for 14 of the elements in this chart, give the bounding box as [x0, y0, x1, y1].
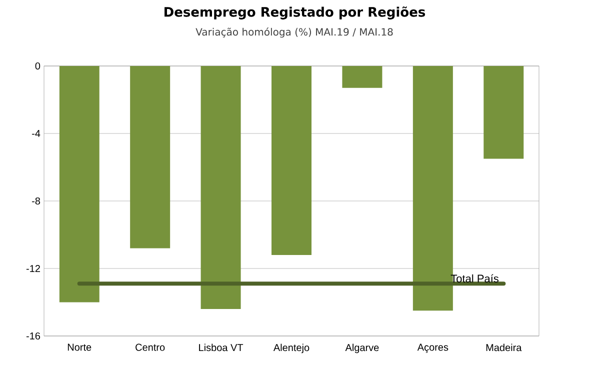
- x-tick-label: Norte: [68, 344, 92, 351]
- x-tick-label: Centro: [136, 344, 165, 351]
- chart-subtitle: Variação homóloga (%) MAI.19 / MAI.18: [196, 28, 393, 38]
- x-tick-label: Alentejo: [273, 344, 310, 354]
- x-tick-label: Madeira: [486, 344, 522, 352]
- chart-title: Desemprego Registado por Regiões: [164, 6, 426, 20]
- x-tick-label: Algarve: [345, 344, 379, 354]
- y-tick-label: -12: [26, 265, 40, 272]
- y-tick-label: -16: [26, 332, 40, 340]
- y-tick-label: -8: [32, 197, 40, 205]
- y-tick-label: 0: [35, 62, 40, 70]
- y-tick-label: -4: [32, 130, 40, 137]
- x-tick-label: Lisboa VT: [199, 344, 244, 352]
- x-tick-label: Açores: [417, 344, 448, 353]
